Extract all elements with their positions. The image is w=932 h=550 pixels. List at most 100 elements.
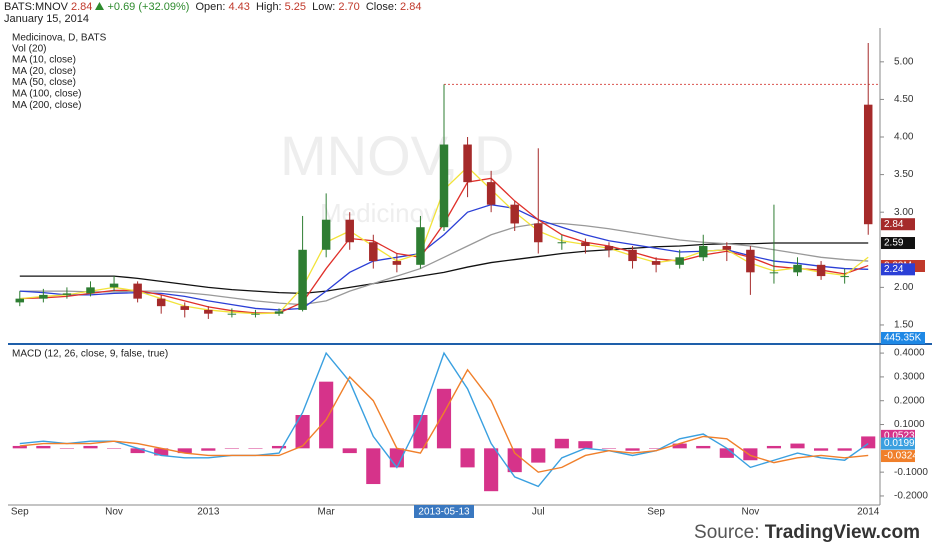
high-label: High: xyxy=(255,1,282,13)
candle-body xyxy=(628,249,637,262)
x-tick-label: Sep xyxy=(647,507,665,518)
histogram-bar xyxy=(625,448,640,451)
watermark-sub: Medicinova xyxy=(320,198,452,228)
histogram-bar xyxy=(295,415,310,449)
last-value-box xyxy=(881,450,915,463)
volume-label: 445.35K xyxy=(884,333,922,344)
x-tick-label: Jul xyxy=(532,507,545,518)
macd-title: MACD (12, 26, close, 9, false, true) xyxy=(12,349,168,360)
histogram-bar xyxy=(601,448,617,449)
last-value-label: 0.0199 xyxy=(884,438,915,449)
last: 2.84 xyxy=(70,1,93,13)
histogram-bar xyxy=(36,445,51,449)
candle-body xyxy=(557,242,567,244)
candle-body xyxy=(439,144,449,228)
histogram-bar xyxy=(790,443,805,449)
last-value-label: 2.24 xyxy=(884,264,904,275)
low: 2.70 xyxy=(338,1,360,13)
legend-entry: MA (20, close) xyxy=(12,66,76,77)
y-tick-label: 1.50 xyxy=(894,320,914,331)
x-tick-label: Mar xyxy=(318,507,336,518)
histogram-bar xyxy=(507,448,522,473)
quote-line: BATS:MNOV 2.84 +0.69 (+32.09%) Open: 4.43 … xyxy=(4,1,424,13)
candle-body xyxy=(769,272,779,274)
candle-body xyxy=(604,246,614,250)
candle-body xyxy=(86,287,95,294)
y-tick-label: -0.2000 xyxy=(894,491,928,502)
last-value-box xyxy=(881,263,915,276)
histogram-bar xyxy=(649,448,664,449)
candle-body xyxy=(793,264,802,273)
last-value-label: 2.59 xyxy=(884,238,904,249)
candle-body xyxy=(369,242,378,262)
moving-average xyxy=(19,242,869,295)
watermark: MNOV, D xyxy=(280,124,514,187)
last-value-label: -0.0324 xyxy=(884,451,918,462)
y-tick-label: 2.00 xyxy=(894,282,914,293)
x-tick-label: 2013 xyxy=(197,507,220,518)
y-tick-label: 0.4000 xyxy=(894,348,925,359)
legend-entry: MA (50, close) xyxy=(12,77,76,88)
candle-body xyxy=(227,313,237,315)
open-label: Open: xyxy=(195,1,226,13)
y-tick-label: 0.3000 xyxy=(894,372,925,383)
histogram-bar xyxy=(672,443,687,449)
histogram-bar xyxy=(484,448,499,492)
candle-body xyxy=(534,223,543,243)
y-tick-label: 4.50 xyxy=(894,94,914,105)
histogram-bar xyxy=(366,448,381,485)
low-label: Low: xyxy=(312,1,336,13)
histogram-bar xyxy=(696,445,711,449)
histogram-bar xyxy=(861,436,876,449)
macd-line xyxy=(19,351,869,488)
date: January 15, 2014 xyxy=(4,13,90,25)
candle-body xyxy=(722,246,732,250)
legend-title: Medicinova, D, BATS xyxy=(12,33,107,44)
candle-body xyxy=(345,219,354,243)
candle-body xyxy=(15,298,25,303)
legend-entry: MA (10, close) xyxy=(12,55,76,66)
histogram-bar xyxy=(106,448,122,449)
volume-label-box xyxy=(881,332,925,344)
candle-body xyxy=(39,294,48,299)
candle-body xyxy=(651,261,661,265)
candle-body xyxy=(486,182,496,205)
histogram-bar xyxy=(766,445,782,449)
histogram-bar xyxy=(83,445,98,449)
candle-body xyxy=(816,264,826,277)
candle-body xyxy=(699,246,708,258)
symbol: BATS:MNOV xyxy=(4,1,68,13)
candle-body xyxy=(204,309,213,314)
candle-body xyxy=(581,242,590,247)
candle-body xyxy=(510,204,519,224)
candle-body xyxy=(109,283,119,288)
last-value-box xyxy=(881,237,915,250)
x-tick-label: 2013-05-13 xyxy=(418,507,470,518)
header: BATS:MNOV 2.84 +0.69 (+32.09%) Open: 4.43 … xyxy=(4,1,424,25)
histogram-bar xyxy=(319,381,334,449)
histogram-bar xyxy=(531,448,546,463)
legend-entry: MA (100, close) xyxy=(12,89,81,100)
histogram-bar xyxy=(743,448,758,461)
y-tick-label: 4.00 xyxy=(894,132,914,143)
candle-body xyxy=(321,219,331,250)
candle-body xyxy=(863,104,873,225)
y-tick-label: 3.50 xyxy=(894,169,914,180)
histogram-bar xyxy=(837,448,852,451)
histogram-bar xyxy=(460,448,475,468)
histogram-bar xyxy=(59,448,74,449)
candle-body xyxy=(62,293,72,295)
histogram-bar xyxy=(436,388,452,449)
y-tick-label: 3.00 xyxy=(894,207,914,218)
candle-body xyxy=(746,249,755,273)
last-value-label: 0.0523 xyxy=(884,431,915,442)
close: 2.84 xyxy=(400,1,422,13)
histogram-bar xyxy=(130,448,145,454)
open: 4.43 xyxy=(228,1,250,13)
candle-body xyxy=(298,249,307,310)
histogram-bar xyxy=(12,445,27,449)
high: 5.25 xyxy=(284,1,307,13)
histogram-bar xyxy=(248,448,263,449)
source-name: TradingView.com xyxy=(764,522,920,543)
